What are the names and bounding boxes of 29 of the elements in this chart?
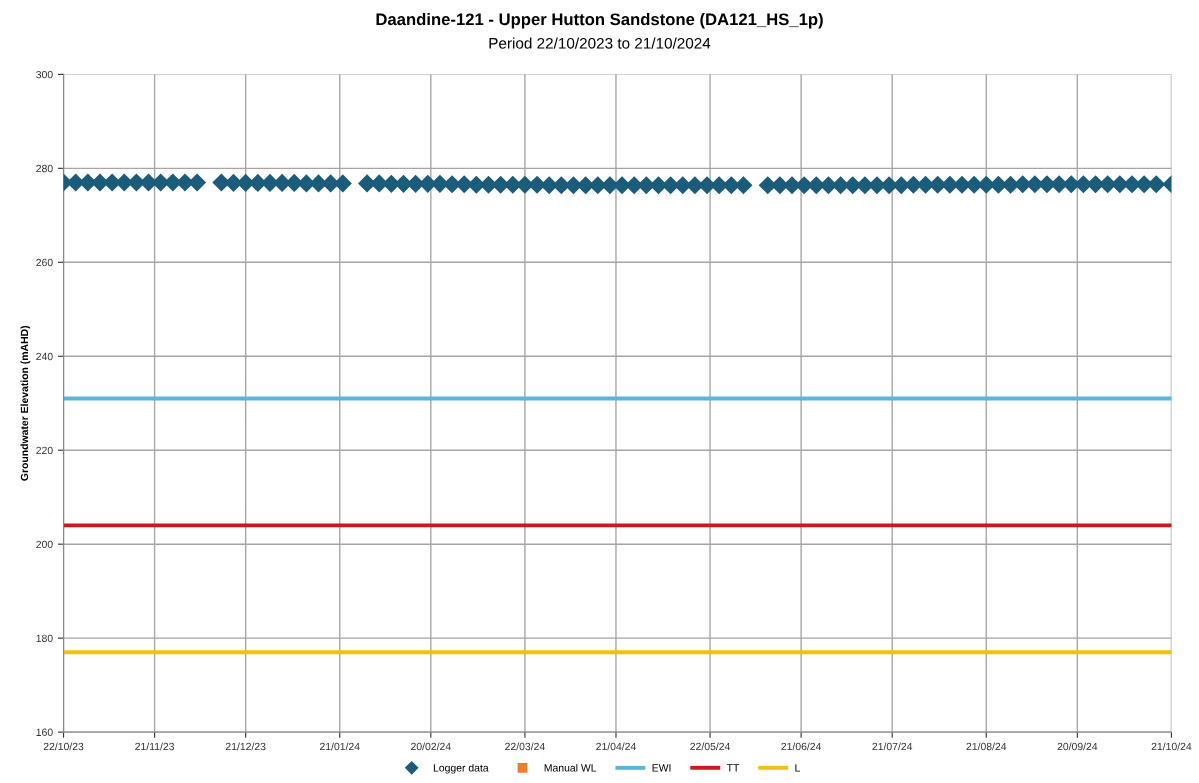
y-tick-label: 220	[36, 446, 53, 455]
y-axis-title: Groundwater Elevation (mAHD)	[20, 325, 31, 481]
x-tick-label: 22/05/24	[690, 742, 731, 751]
y-tick-label: 280	[36, 164, 53, 173]
chart-subtitle: Period 22/10/2023 to 21/10/2024	[489, 37, 711, 49]
y-tick-label: 260	[36, 258, 53, 267]
y-tick-label: 200	[36, 540, 53, 549]
x-tick-label: 21/04/24	[596, 742, 636, 751]
y-tick-label: 160	[36, 728, 53, 736]
x-tick-label: 21/12/23	[225, 742, 266, 751]
legend-label: TT	[726, 764, 740, 772]
x-tick-label: 21/06/24	[781, 742, 822, 751]
x-tick-label: 20/09/24	[1057, 742, 1098, 751]
x-tick-label: 22/10/23	[43, 742, 84, 751]
legend-label: Logger data	[433, 763, 489, 774]
chart-title: Daandine-121 - Upper Hutton Sandstone (DA121_HS_1p)	[376, 12, 823, 29]
x-tick-label: 21/11/23	[135, 742, 175, 751]
x-tick-label: 21/01/24	[320, 742, 360, 751]
y-tick-label: 180	[36, 634, 53, 643]
legend-label: EWI	[652, 764, 671, 772]
x-tick-label: 21/10/24	[1151, 742, 1192, 751]
x-tick-label: 21/08/24	[966, 742, 1007, 751]
y-tick-label: 240	[36, 352, 53, 361]
legend-label: Manual WL	[544, 763, 597, 772]
x-tick-label: 21/07/24	[872, 742, 913, 751]
y-tick-label: 300	[36, 70, 53, 79]
x-tick-label: 22/03/24	[505, 742, 545, 751]
legend-label: L	[795, 764, 800, 772]
x-tick-label: 20/02/24	[411, 742, 451, 751]
